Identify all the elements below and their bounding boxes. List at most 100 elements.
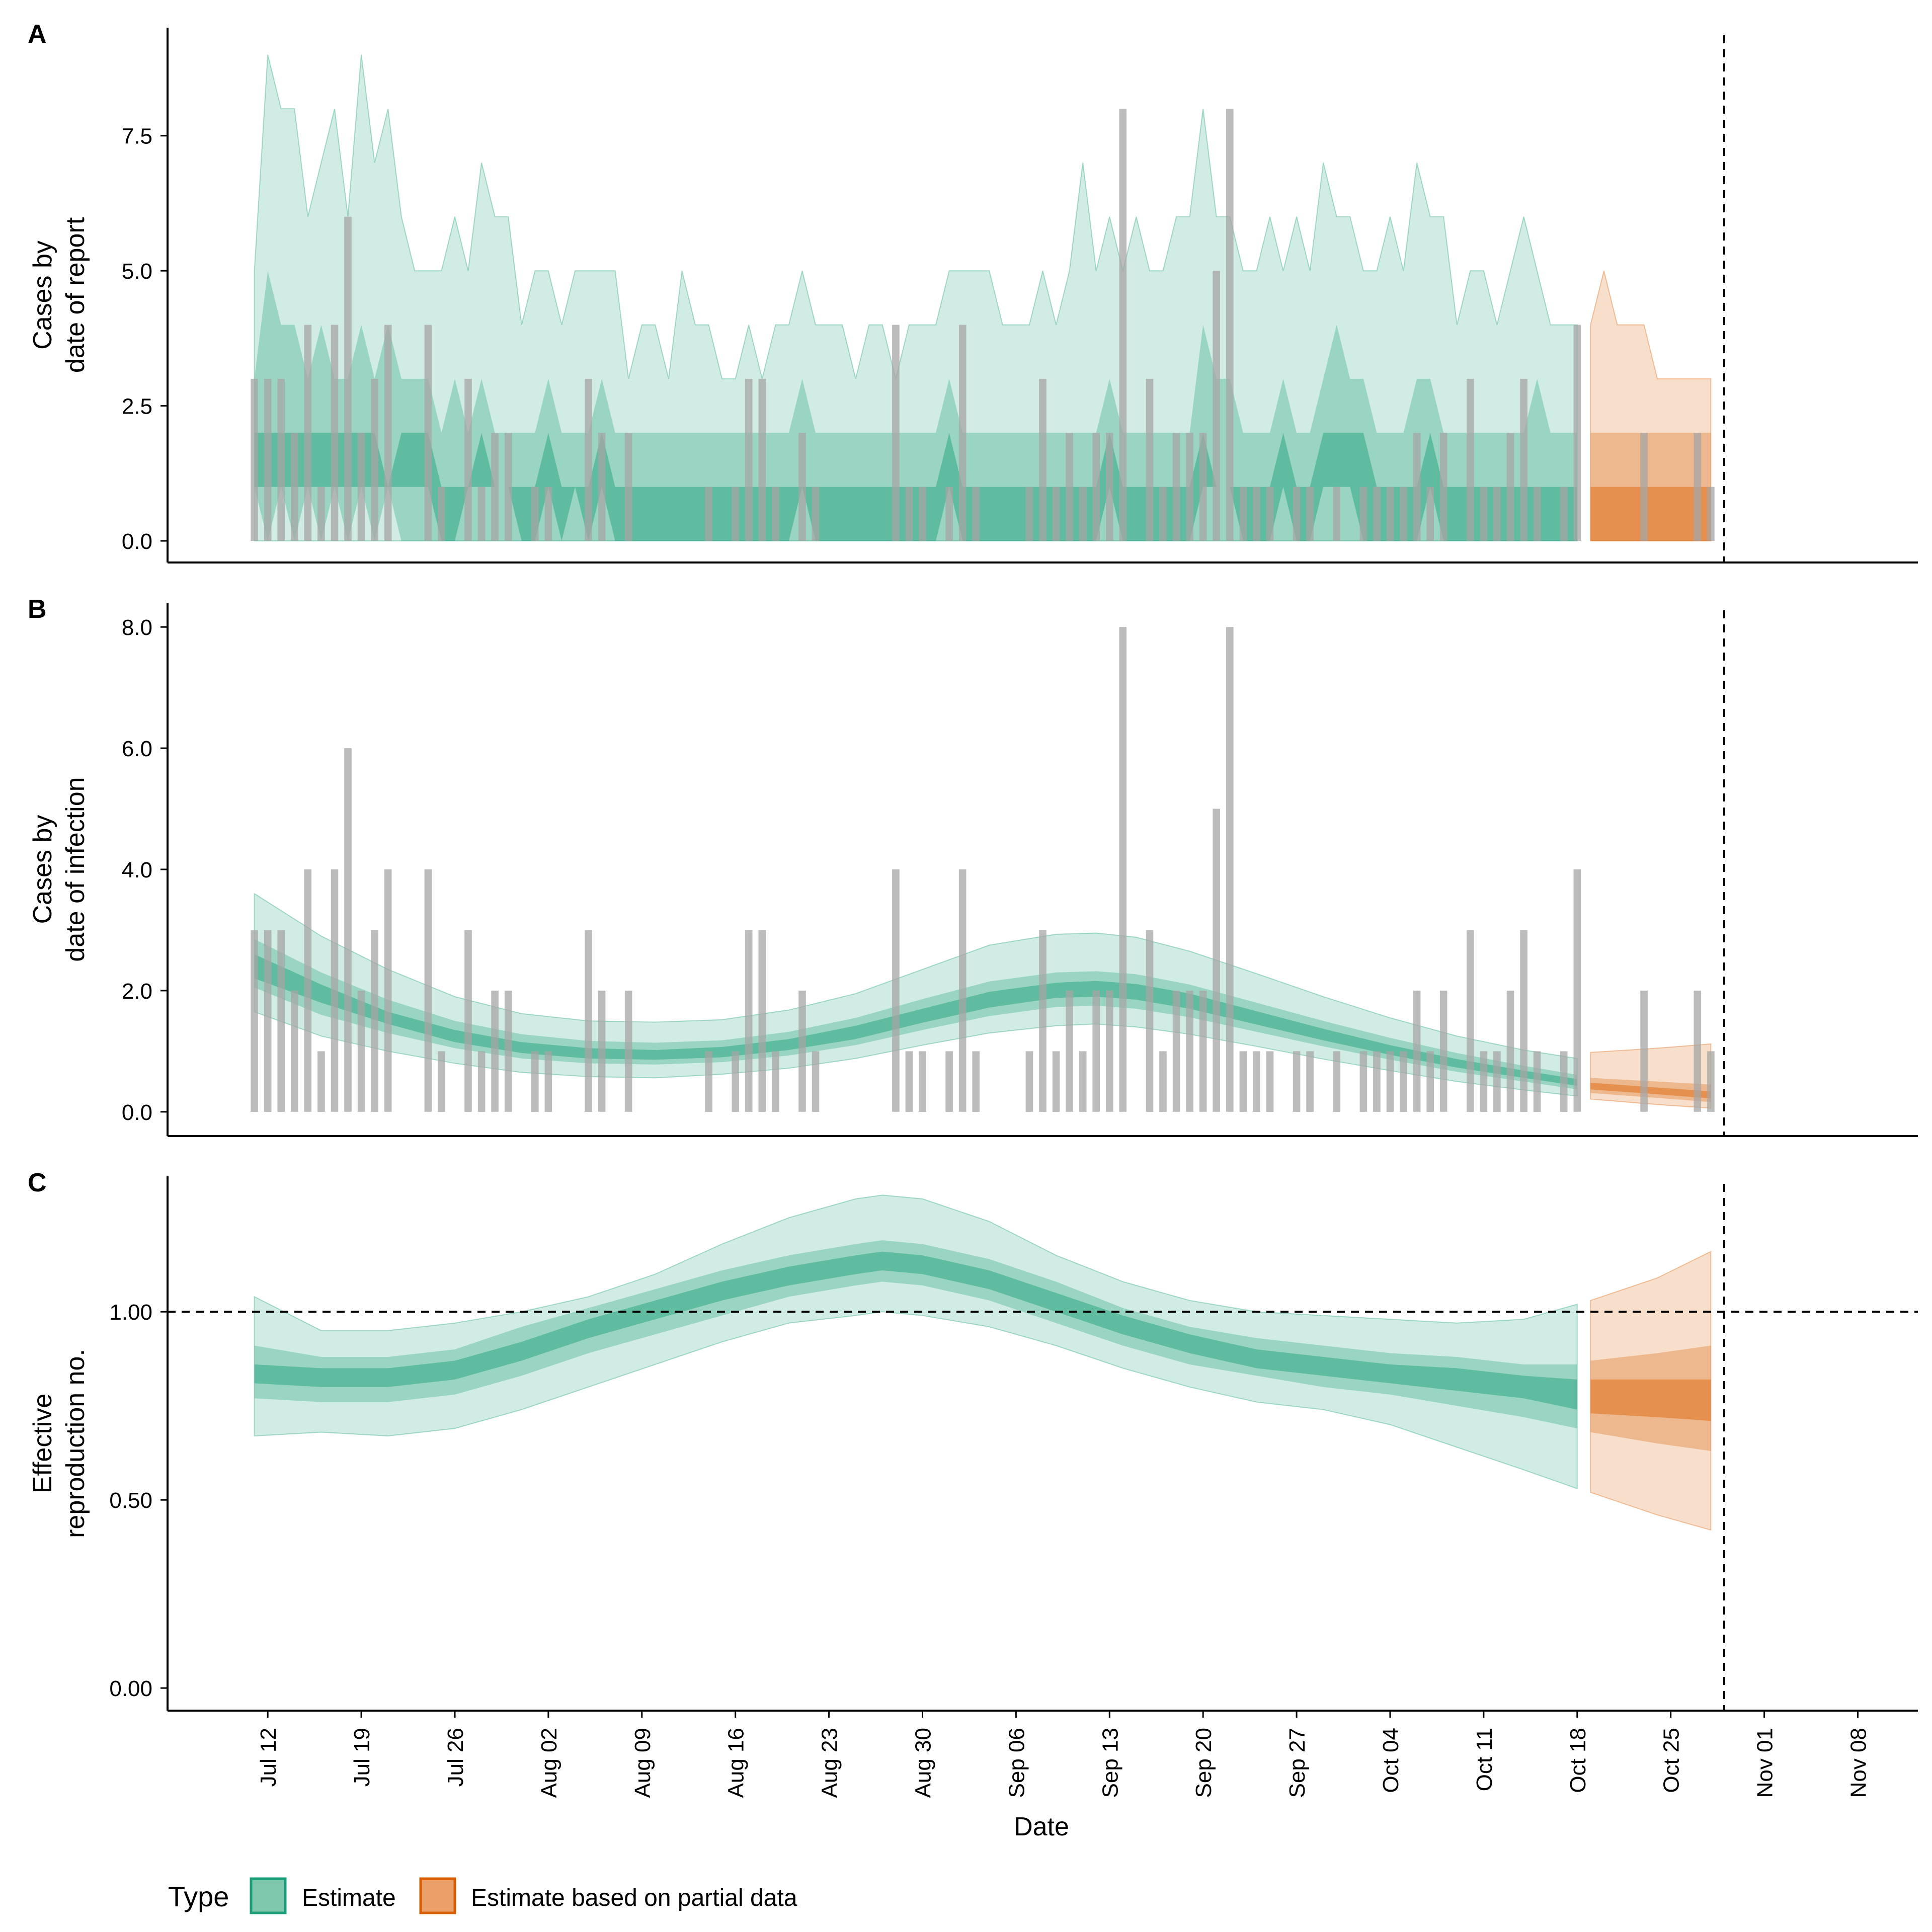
case-bar [1426,487,1434,541]
case-bar [1186,433,1193,541]
case-bar [772,1051,779,1112]
case-bar [732,1051,739,1112]
y-tick-label: 5.0 [122,259,152,284]
case-bar [1386,1051,1394,1112]
case-bar [972,487,980,541]
x-tick-label: Oct 11 [1472,1728,1497,1791]
y-axis-title: Cases by date of infection [28,777,90,961]
case-bar [1506,433,1514,541]
y-axis-title: Cases by date of report [28,217,90,373]
case-bar [1493,1051,1501,1112]
case-bar [1439,990,1447,1112]
case-bar [1293,1051,1301,1112]
case-bar [1506,990,1514,1112]
x-tick-label: Nov 01 [1753,1728,1778,1798]
x-tick-label: Aug 16 [724,1728,749,1798]
x-tick-label: Aug 02 [537,1728,561,1798]
case-bar [1560,1051,1568,1112]
partial-band-20 [1590,1083,1711,1099]
case-bar [812,1051,820,1112]
case-bar [344,216,352,541]
x-tick-label: Aug 23 [818,1728,842,1798]
case-bar [758,378,766,541]
case-bar [1560,487,1568,541]
case-bar [1239,1051,1247,1112]
case-bar [972,1051,980,1112]
case-bar [1119,627,1127,1112]
case-bar [1092,433,1100,541]
case-bar [1467,930,1474,1112]
case-bar [491,990,499,1112]
case-bar [1333,487,1341,541]
case-bar [1293,487,1301,541]
case-bar [1707,1051,1715,1112]
case-bar [1493,487,1501,541]
case-bar [1413,990,1421,1112]
ribbons [254,1194,1712,1531]
case-bar [504,990,512,1112]
case-bar [745,378,753,541]
y-axis-title-line: Cases by [28,240,57,350]
x-tick-label: Nov 08 [1846,1728,1871,1798]
case-bar [1186,990,1193,1112]
panel-a: A Cases by date of report 0.0 2.5 5.0 7.5 [28,20,1918,564]
case-bar [1052,1051,1060,1112]
y-tick-label: 4.0 [122,858,152,882]
case-bar [1520,930,1527,1112]
y-axis-title-line: reproduction no. [61,1349,90,1538]
case-bar [371,930,378,1112]
case-bar [1333,1051,1341,1112]
estimate-band-90 [254,1194,1578,1490]
case-bar [477,1051,486,1112]
case-bar [1106,990,1113,1112]
partial-band-50 [1590,1078,1711,1102]
case-bar [1533,1051,1541,1112]
case-bar [624,433,632,541]
case-bar [438,1051,445,1112]
case-bar [251,378,258,541]
case-bar [291,433,298,541]
case-bar [1146,378,1154,541]
case-bar [357,433,365,541]
case-bar [477,487,486,541]
case-bar [1400,487,1407,541]
case-bar [1694,990,1702,1112]
case-bar [1480,487,1488,541]
case-bar [264,930,272,1112]
case-bar [919,1051,926,1112]
case-bar [1079,1051,1087,1112]
y-axis-title-line: Effective [28,1394,57,1493]
case-bar [1106,433,1113,541]
x-tick-label: Sep 27 [1285,1728,1310,1798]
observed-bars [251,627,1715,1112]
y-tick-label: 2.5 [122,394,152,419]
case-bar [424,325,432,541]
x-tick-label: Jul 12 [256,1728,281,1787]
case-bar [424,869,432,1112]
case-bar [251,930,258,1112]
case-bar [1253,487,1260,541]
partial-band-50 [1590,1345,1711,1451]
case-bar [1025,1051,1033,1112]
x-tick-label: Sep 20 [1191,1728,1216,1798]
case-bar [598,990,606,1112]
case-bar [1039,930,1046,1112]
partial-band-20 [1590,1379,1711,1421]
observed-bars [251,109,1715,541]
case-bar [1253,1051,1260,1112]
case-bar [1213,271,1220,541]
case-bar [491,433,499,541]
case-bar [1172,433,1180,541]
x-tick-label: Oct 25 [1659,1728,1684,1793]
y-tick-label: 0.00 [109,1676,152,1701]
case-bar [277,930,285,1112]
x-tick-label: Aug 09 [630,1728,655,1798]
case-bar [464,378,472,541]
y-tick-label: 6.0 [122,737,152,761]
case-bar [892,869,900,1112]
case-bar [1079,487,1087,541]
case-bar [1707,487,1715,541]
y-axis-title-line: date of report [61,217,90,373]
case-bar [1052,487,1060,541]
